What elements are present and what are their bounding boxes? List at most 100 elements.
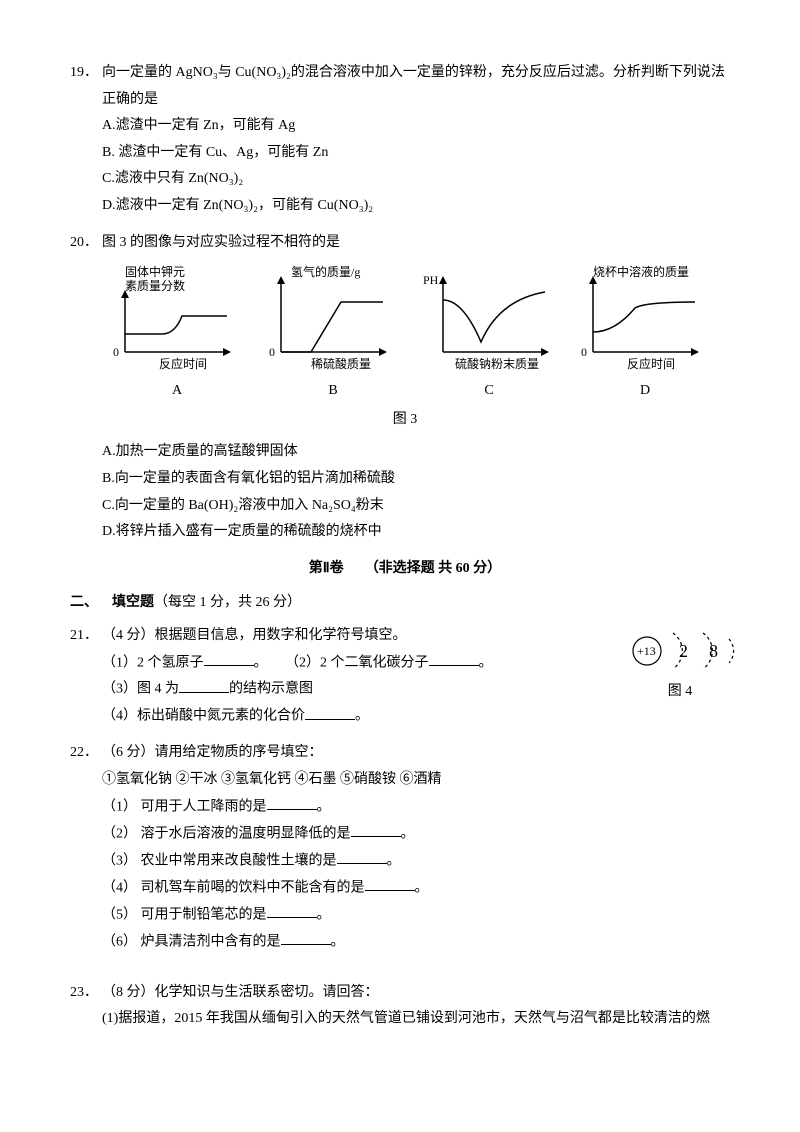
chart-a-ylabel2: 素质量分数 bbox=[125, 278, 185, 293]
q19-option-c: C.滤液中只有 Zn(NO₃)₂ bbox=[70, 166, 740, 193]
chart-b: 氢气的质量/g 0 稀硫酸质量 B bbox=[258, 264, 408, 405]
question-22: 22． （6 分）请用给定物质的序号填空： ①氢氧化钠 ②干冰 ③氢氧化钙 ④石… bbox=[70, 740, 740, 955]
q20-charts-row: 固体中钾元 素质量分数 0 反应时间 A 氢气的质量/g bbox=[70, 256, 740, 405]
question-23: 23． （8 分）化学知识与生活联系密切。请回答： (1)据报道，2015 年我… bbox=[70, 980, 740, 1033]
figure-3-caption: 图 3 bbox=[70, 407, 740, 434]
chart-d-ylabel: 烧杯中溶液的质量 bbox=[593, 264, 689, 279]
chart-d-origin: 0 bbox=[581, 345, 587, 359]
q20-number: 20． bbox=[70, 230, 102, 257]
q21-p3a: （3）图 4 为 bbox=[102, 682, 179, 697]
q19-number: 19． bbox=[70, 60, 102, 87]
q21-part4: （4）标出硝酸中氮元素的化合价 。 bbox=[70, 703, 620, 730]
q22-s6b: 。 bbox=[331, 934, 345, 949]
q21-number: 21． bbox=[70, 623, 102, 650]
atom-shell3: 8 bbox=[709, 641, 718, 661]
q22-s2b: 。 bbox=[401, 826, 415, 841]
q22-s3b: 。 bbox=[387, 853, 401, 868]
chart-c-xlabel: 硫酸钠粉末质量 bbox=[455, 356, 539, 371]
q23-number: 23． bbox=[70, 980, 102, 1007]
chart-d-xlabel: 反应时间 bbox=[627, 356, 675, 371]
q22-blank-1[interactable] bbox=[267, 794, 317, 810]
chart-b-svg: 氢气的质量/g 0 稀硫酸质量 bbox=[263, 264, 403, 374]
q19-stem-row1: 19． 向一定量的 AgNO₃与 Cu(NO₃)₂的混合溶液中加入一定量的锌粉，… bbox=[70, 60, 740, 87]
q21-blank-3[interactable] bbox=[179, 676, 229, 692]
q21-p4b: 。 bbox=[355, 709, 369, 724]
q20-option-a: A.加热一定质量的高锰酸钾固体 bbox=[70, 439, 740, 466]
question-21: 21． （4 分）根据题目信息，用数字和化学符号填空。 （1）2 个氢原子。 （… bbox=[70, 623, 740, 731]
q19-stem2: 正确的是 bbox=[70, 87, 740, 114]
q22-blank-5[interactable] bbox=[267, 902, 317, 918]
q20-option-d: D.将锌片插入盛有一定质量的稀硫酸的烧杯中 bbox=[70, 519, 740, 546]
chart-a-origin: 0 bbox=[113, 345, 119, 359]
atom-shell2: 2 bbox=[679, 641, 688, 661]
chart-d: 烧杯中溶液的质量 0 反应时间 D bbox=[570, 264, 720, 405]
q19-stem1: 向一定量的 AgNO₃与 Cu(NO₃)₂的混合溶液中加入一定量的锌粉，充分反应… bbox=[102, 60, 740, 87]
q21-p3b: 的结构示意图 bbox=[229, 682, 313, 697]
q22-s2-text: （2） 溶于水后溶液的温度明显降低的是 bbox=[102, 826, 351, 841]
q21-p4a: （4）标出硝酸中氮元素的化合价 bbox=[102, 709, 305, 724]
q22-blank-6[interactable] bbox=[281, 929, 331, 945]
q22-number: 22． bbox=[70, 740, 102, 767]
q22-blank-2[interactable] bbox=[351, 821, 401, 837]
q21-part1-2: （1）2 个氢原子。 （2）2 个二氧化碳分子。 bbox=[70, 650, 620, 677]
chart-b-xlabel: 稀硫酸质量 bbox=[311, 356, 371, 371]
q22-s4: （4） 司机驾车前喝的饮料中不能含有的是 。 bbox=[70, 875, 740, 902]
q22-s4-text: （4） 司机驾车前喝的饮料中不能含有的是 bbox=[102, 880, 365, 895]
section-2-title: 第Ⅱ卷 bbox=[309, 561, 344, 576]
fill-header-label: 二、 bbox=[70, 595, 98, 610]
figure-4: +13 2 8 图 4 bbox=[620, 623, 740, 731]
chart-d-svg: 烧杯中溶液的质量 0 反应时间 bbox=[575, 264, 715, 374]
chart-b-origin: 0 bbox=[269, 345, 275, 359]
q21-blank-2[interactable] bbox=[429, 650, 479, 666]
q22-s1-text: （1） 可用于人工降雨的是 bbox=[102, 799, 267, 814]
q22-s2: （2） 溶于水后溶液的温度明显降低的是 。 bbox=[70, 821, 740, 848]
q20-option-b: B.向一定量的表面含有氧化铝的铝片滴加稀硫酸 bbox=[70, 466, 740, 493]
q19-option-b: B. 滤渣中一定有 Cu、Ag，可能有 Zn bbox=[70, 140, 740, 167]
section-2-header: 第Ⅱ卷 （非选择题 共 60 分） bbox=[70, 556, 740, 583]
fill-header-note: （每空 1 分，共 26 分） bbox=[154, 595, 301, 610]
q21-p2a: （2）2 个二氧化碳分子 bbox=[285, 655, 429, 670]
section-2-sub: （非选择题 共 60 分） bbox=[365, 561, 502, 576]
fill-blank-header: 二、 填空题（每空 1 分，共 26 分） bbox=[70, 590, 740, 617]
chart-a-xlabel: 反应时间 bbox=[159, 356, 207, 371]
q21-blank-4[interactable] bbox=[305, 703, 355, 719]
chart-a-ylabel1: 固体中钾元 bbox=[125, 264, 185, 279]
q22-s3-text: （3） 农业中常用来改良酸性土壤的是 bbox=[102, 853, 337, 868]
q23-stem-row: 23． （8 分）化学知识与生活联系密切。请回答： bbox=[70, 980, 740, 1007]
fill-header-title: 填空题 bbox=[112, 595, 154, 610]
q21-part3: （3）图 4 为 的结构示意图 bbox=[70, 676, 620, 703]
q22-s1b: 。 bbox=[317, 799, 331, 814]
q21-stem-row: 21． （4 分）根据题目信息，用数字和化学符号填空。 bbox=[70, 623, 620, 650]
q21-blank-1[interactable] bbox=[204, 650, 254, 666]
q21-p1a: （1）2 个氢原子 bbox=[102, 655, 204, 670]
q19-option-d: D.滤液中一定有 Zn(NO₃)₂，可能有 Cu(NO₃)₂ bbox=[70, 193, 740, 220]
q23-stem: （8 分）化学知识与生活联系密切。请回答： bbox=[102, 980, 740, 1007]
atom-diagram: +13 2 8 bbox=[625, 623, 735, 679]
q20-stem-row: 20． 图 3 的图像与对应实验过程不相符的是 bbox=[70, 230, 740, 257]
chart-a-letter: A bbox=[172, 378, 182, 405]
q22-blank-3[interactable] bbox=[337, 848, 387, 864]
chart-b-ylabel: 氢气的质量/g bbox=[291, 264, 360, 279]
q22-s3: （3） 农业中常用来改良酸性土壤的是 。 bbox=[70, 848, 740, 875]
q20-option-c: C.向一定量的 Ba(OH)₂溶液中加入 Na₂SO₄粉末 bbox=[70, 493, 740, 520]
q21-p1b: 。 bbox=[254, 655, 268, 670]
q22-stem: （6 分）请用给定物质的序号填空： bbox=[102, 740, 740, 767]
chart-c-letter: C bbox=[484, 378, 493, 405]
q22-s1: （1） 可用于人工降雨的是 。 bbox=[70, 794, 740, 821]
q22-blank-4[interactable] bbox=[365, 875, 415, 891]
chart-d-letter: D bbox=[640, 378, 650, 405]
q21-stem: （4 分）根据题目信息，用数字和化学符号填空。 bbox=[102, 623, 620, 650]
chart-c-svg: PH 硫酸钠粉末质量 bbox=[419, 264, 559, 374]
q22-s6: （6） 炉具清洁剂中含有的是。 bbox=[70, 929, 740, 956]
chart-b-letter: B bbox=[328, 378, 337, 405]
q20-stem: 图 3 的图像与对应实验过程不相符的是 bbox=[102, 230, 740, 257]
q22-s4b: 。 bbox=[415, 880, 429, 895]
q22-s5b: 。 bbox=[317, 907, 331, 922]
chart-c: PH 硫酸钠粉末质量 C bbox=[414, 264, 564, 405]
q22-s5-text: （5） 可用于制铅笔芯的是 bbox=[102, 907, 267, 922]
q19-option-a: A.滤渣中一定有 Zn，可能有 Ag bbox=[70, 113, 740, 140]
q22-s5: （5） 可用于制铅笔芯的是 。 bbox=[70, 902, 740, 929]
question-19: 19． 向一定量的 AgNO₃与 Cu(NO₃)₂的混合溶液中加入一定量的锌粉，… bbox=[70, 60, 740, 220]
chart-a-svg: 固体中钾元 素质量分数 0 反应时间 bbox=[107, 264, 247, 374]
figure-4-caption: 图 4 bbox=[620, 679, 740, 706]
